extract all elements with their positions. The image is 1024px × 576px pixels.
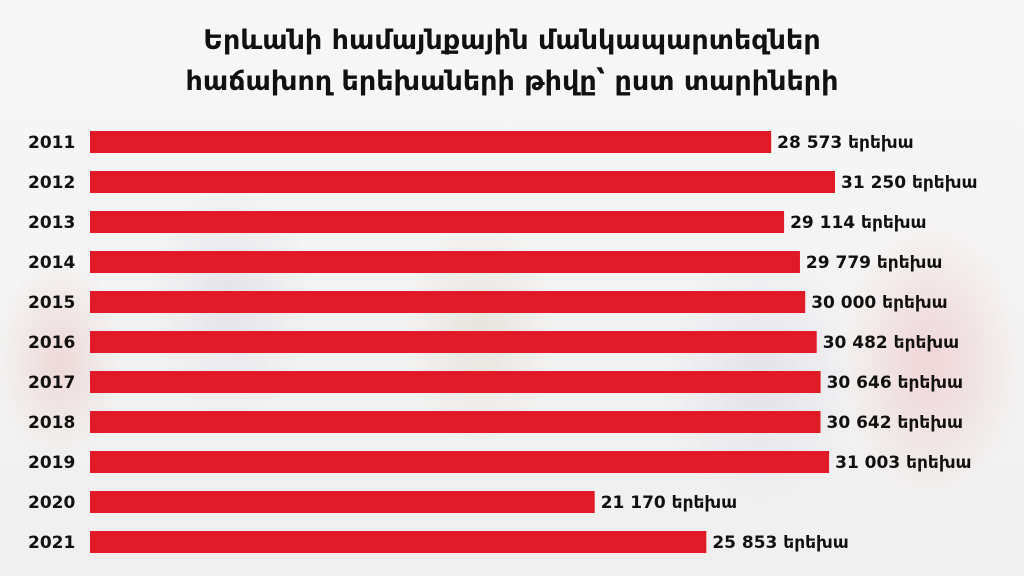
y-tick-label-2021: 2021 (28, 533, 75, 553)
y-tick-label-2018: 2018 (28, 413, 75, 433)
bar-2016 (90, 331, 817, 353)
data-label-2011: 28 573 երեխա (777, 133, 913, 153)
y-tick-label-2020: 2020 (28, 493, 75, 513)
y-tick-label-2015: 2015 (28, 293, 75, 313)
y-tick-label-2016: 2016 (28, 333, 75, 353)
chart-subtitle: հաճախող երեխաների թիվը՝ ըստ տարիների (185, 66, 839, 97)
chart-title: Երևանի համայնքային մանկապարտեզներ (203, 25, 821, 56)
data-label-2015: 30 000 երեխա (811, 293, 947, 313)
bar-2014 (90, 251, 800, 273)
bar-2012 (90, 171, 835, 193)
data-label-2018: 30 642 երեխա (827, 413, 963, 433)
data-label-2017: 30 646 երեխա (827, 373, 963, 393)
data-label-2012: 31 250 երեխա (841, 173, 977, 193)
data-label-2020: 21 170 երեխա (601, 493, 737, 513)
y-tick-label-2011: 2011 (28, 133, 75, 153)
bar-2017 (90, 371, 821, 393)
y-tick-label-2017: 2017 (28, 373, 75, 393)
bar-2021 (90, 531, 707, 553)
data-label-2013: 29 114 երեխա (790, 213, 926, 233)
y-tick-label-2012: 2012 (28, 173, 75, 193)
bar-2013 (90, 211, 785, 233)
bar-2019 (90, 451, 830, 473)
data-label-2019: 31 003 երեխա (835, 453, 971, 473)
data-label-2021: 25 853 երեխա (712, 533, 848, 553)
y-tick-label-2019: 2019 (28, 453, 75, 473)
bar-2011 (90, 131, 772, 153)
y-tick-label-2013: 2013 (28, 213, 75, 233)
chart-title-block: Երևանի համայնքային մանկապարտեզներ հաճախո… (0, 20, 1024, 102)
data-label-2014: 29 779 երեխա (806, 253, 942, 273)
data-label-2016: 30 482 երեխա (823, 333, 959, 353)
y-tick-label-2014: 2014 (28, 253, 75, 273)
bar-2020 (90, 491, 595, 513)
bar-2015 (90, 291, 806, 313)
bar-2018 (90, 411, 821, 433)
